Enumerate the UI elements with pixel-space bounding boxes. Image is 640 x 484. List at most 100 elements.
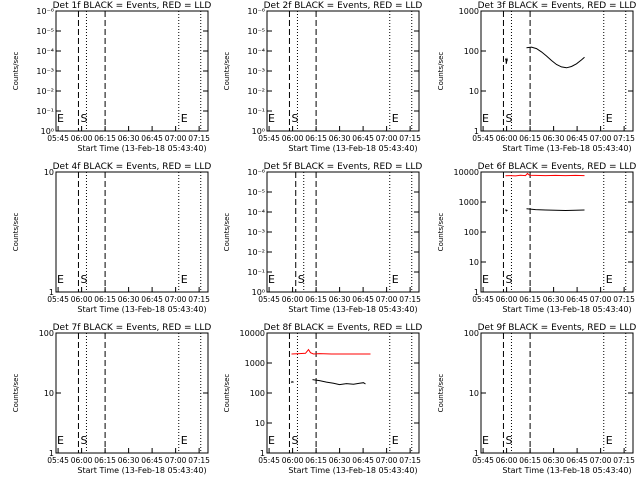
marker-label: E: [181, 434, 188, 447]
y-axis-label: Counts/sec: [12, 374, 20, 413]
marker-label: S: [298, 273, 305, 286]
x-tick-label: 06:30: [543, 134, 565, 143]
marker-label: E: [392, 434, 399, 447]
y-tick-label: 10⁻¹: [36, 107, 54, 116]
x-tick-label: 06:45: [566, 295, 588, 304]
y-tick-label: 10⁻⁵: [36, 27, 54, 36]
y-tick-label: 10⁰: [252, 288, 265, 297]
y-tick-label: 10⁻⁵: [247, 188, 265, 197]
marker-label: E: [181, 112, 188, 125]
x-tick-label: 07:00: [376, 456, 398, 465]
x-tick-label: 07:15: [399, 456, 421, 465]
marker-label: E: [57, 112, 64, 125]
chart-panel-4: Det 4f BLACK = Events, RED = LLD 1 10 Count…: [12, 162, 211, 314]
x-tick-label: 06:15: [94, 134, 116, 143]
y-tick-label: 10⁻⁶: [247, 168, 265, 177]
plot-frame: [480, 10, 634, 132]
data-series-line: [291, 348, 371, 355]
marker-label: E: [392, 112, 399, 125]
x-tick-label: 07:15: [188, 456, 210, 465]
y-tick-label: 1: [49, 288, 54, 297]
y-tick-label: 10⁰: [252, 127, 265, 136]
marker-label: E: [606, 273, 613, 286]
x-tick-label: 06:00: [282, 134, 304, 143]
y-tick-label: 10⁻⁴: [247, 47, 265, 56]
y-tick-label: 10: [44, 168, 54, 177]
marker-label: S: [80, 434, 87, 447]
x-tick-label: 06:15: [94, 456, 116, 465]
x-tick-label: 07:15: [188, 295, 210, 304]
x-tick-label: 06:15: [519, 134, 541, 143]
x-axis-label: Start Time (13-Feb-18 05:43:40): [502, 144, 631, 153]
x-tick-label: 06:30: [329, 134, 351, 143]
x-tick-label: 07:00: [165, 456, 187, 465]
y-axis-label: Counts/sec: [223, 52, 231, 91]
y-tick-label: 10: [469, 389, 479, 398]
y-tick-label: 10⁰: [41, 127, 54, 136]
x-tick-label: 06:45: [141, 456, 163, 465]
y-tick-label: 10⁻⁶: [247, 7, 265, 16]
x-tick-label: 06:45: [352, 295, 374, 304]
y-tick-label: 1: [474, 127, 479, 136]
y-axis-label: Counts/sec: [12, 52, 20, 91]
x-tick-label: 06:30: [118, 295, 140, 304]
panel-title: Det 6f BLACK = Events, RED = LLD: [478, 162, 637, 172]
y-tick-label: 10⁻¹: [247, 107, 265, 116]
x-tick-label: 05:45: [47, 295, 69, 304]
y-axis-label: Counts/sec: [437, 52, 445, 91]
chart-panel-2: Det 2f BLACK = Events, RED = LLD 10⁰ 10⁻¹ 1…: [223, 1, 422, 153]
marker-label: S: [505, 112, 512, 125]
x-tick-label: 05:45: [258, 456, 280, 465]
y-tick-label: 1000: [459, 198, 479, 207]
y-tick-label: 10⁻⁴: [247, 208, 265, 217]
x-tick-label: 07:00: [590, 134, 612, 143]
x-tick-label: 07:15: [613, 134, 635, 143]
x-tick-label: 07:00: [590, 456, 612, 465]
x-tick-label: 06:45: [141, 134, 163, 143]
y-tick-label: 100: [464, 228, 479, 237]
x-tick-label: 06:15: [519, 456, 541, 465]
panel-title: Det 1f BLACK = Events, RED = LLD: [53, 1, 212, 11]
marker-label: S: [80, 273, 87, 286]
x-axis-label: Start Time (13-Feb-18 05:43:40): [77, 144, 206, 153]
x-tick-label: 06:30: [118, 134, 140, 143]
panel-title: Det 4f BLACK = Events, RED = LLD: [53, 162, 212, 172]
x-tick-label: 07:00: [165, 295, 187, 304]
x-axis-label: Start Time (13-Feb-18 05:43:40): [502, 305, 631, 314]
y-tick-label: 10000: [240, 329, 265, 338]
x-tick-label: 05:45: [472, 456, 494, 465]
marker-label: E: [482, 273, 489, 286]
y-tick-label: 10: [469, 87, 479, 96]
chart-panel-8: Det 8f BLACK = Events, RED = LLD 1 10 100 10…: [223, 323, 422, 475]
x-tick-label: 06:00: [71, 134, 93, 143]
y-tick-label: 10⁻³: [247, 67, 265, 76]
x-tick-label: 06:30: [543, 295, 565, 304]
chart-panel-7: Det 7f BLACK = Events, RED = LLD 1 10 100 Co…: [12, 323, 211, 475]
panel-title: Det 9f BLACK = Events, RED = LLD: [478, 323, 637, 333]
y-tick-label: 10: [44, 389, 54, 398]
y-tick-label: 1: [260, 449, 265, 458]
x-tick-label: 06:45: [566, 134, 588, 143]
y-axis-label: Counts/sec: [223, 374, 231, 413]
x-axis-label: Start Time (13-Feb-18 05:43:40): [77, 305, 206, 314]
data-series-line: [291, 380, 294, 383]
marker-label: S: [291, 112, 298, 125]
y-tick-label: 10000: [454, 168, 479, 177]
x-tick-label: 06:00: [282, 456, 304, 465]
y-tick-label: 100: [464, 329, 479, 338]
x-tick-label: 06:15: [305, 295, 327, 304]
x-tick-label: 06:00: [496, 295, 518, 304]
x-tick-label: 07:15: [613, 295, 635, 304]
y-tick-label: 100: [39, 329, 54, 338]
x-tick-label: 07:00: [376, 295, 398, 304]
panel-title: Det 5f BLACK = Events, RED = LLD: [264, 162, 423, 172]
x-tick-label: 06:30: [329, 456, 351, 465]
y-tick-label: 1: [49, 449, 54, 458]
x-tick-label: 06:15: [305, 456, 327, 465]
x-tick-label: 06:30: [543, 456, 565, 465]
marker-label: E: [482, 434, 489, 447]
x-tick-label: 07:15: [188, 134, 210, 143]
y-tick-label: 1000: [459, 7, 479, 16]
x-tick-label: 05:45: [47, 456, 69, 465]
